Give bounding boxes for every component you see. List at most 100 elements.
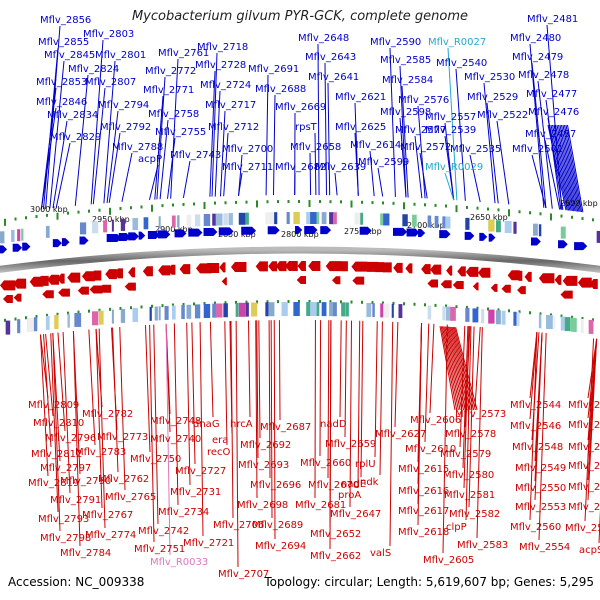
gene-label-mflv-2550[interactable]: Mflv_2550 <box>515 483 566 494</box>
gene-label-mflv-2698[interactable]: Mflv_2698 <box>237 500 288 511</box>
gene-label-mflv-2783[interactable]: Mflv_2783 <box>75 447 126 458</box>
gene-label-mflv-2577[interactable]: Mflv_2577 <box>395 125 446 136</box>
gene-label-reco[interactable]: recO <box>207 447 231 458</box>
gene-label-mflv-2762[interactable]: Mflv_2762 <box>98 474 149 485</box>
gene-label-mflv-2687[interactable]: Mflv_2687 <box>260 422 311 433</box>
gene-label-mflv-2707[interactable]: Mflv_2707 <box>218 569 269 580</box>
gene-label-mflv-2598[interactable]: Mflv_2598 <box>380 107 431 118</box>
gene-label-mflv-2793[interactable]: Mflv_2793 <box>38 514 89 525</box>
gene-label-mflv-2792[interactable]: Mflv_2792 <box>100 122 151 133</box>
gene-label-mflv-r0027[interactable]: Mflv_R0027 <box>428 37 486 48</box>
gene-label-mflv-2711[interactable]: Mflv_2711 <box>222 162 273 173</box>
gene-label-mflv-2809[interactable]: Mflv_2809 <box>28 400 79 411</box>
gene-label-mflv-2728[interactable]: Mflv_2728 <box>195 60 246 71</box>
gene-label-mflv-2693[interactable]: Mflv_2693 <box>238 460 289 471</box>
gene-label-mflv-2662[interactable]: Mflv_2662 <box>310 551 361 562</box>
gene-label-mflv-2794[interactable]: Mflv_2794 <box>98 100 149 111</box>
gene-label-mflv-2487[interactable]: Mflv_2487 <box>525 129 576 140</box>
gene-label-mflv-2521[interactable]: Mflv_2521 <box>568 420 600 431</box>
gene-label-mflv-2801[interactable]: Mflv_2801 <box>95 50 146 61</box>
gene-label-mflv-2803[interactable]: Mflv_2803 <box>83 29 134 40</box>
gene-label-mflv-2696[interactable]: Mflv_2696 <box>250 480 301 491</box>
gene-label-vals[interactable]: valS <box>370 548 391 559</box>
gene-label-mflv-2727[interactable]: Mflv_2727 <box>175 466 226 477</box>
gene-label-mflv-2501[interactable]: Mflv_2501 <box>512 144 563 155</box>
gene-label-mflv-2557[interactable]: Mflv_2557 <box>425 112 476 123</box>
gene-label-mflv-2682[interactable]: Mflv_2682 <box>275 162 326 173</box>
gene-label-mflv-2625[interactable]: Mflv_2625 <box>335 122 386 133</box>
gene-label-mflv-2585[interactable]: Mflv_2585 <box>380 55 431 66</box>
gene-label-mflv-2578[interactable]: Mflv_2578 <box>445 429 496 440</box>
gene-label-mflv-2477[interactable]: Mflv_2477 <box>526 89 577 100</box>
gene-label-mflv-2689[interactable]: Mflv_2689 <box>252 520 303 531</box>
gene-label-mflv-2724[interactable]: Mflv_2724 <box>200 80 251 91</box>
gene-label-mflv-2810[interactable]: Mflv_2810 <box>33 418 84 429</box>
gene-label-mflv-2641[interactable]: Mflv_2641 <box>308 72 359 83</box>
gene-label-mflv-2478[interactable]: Mflv_2478 <box>518 70 569 81</box>
gene-label-mflv-2856[interactable]: Mflv_2856 <box>40 15 91 26</box>
gene-label-mflv-2845[interactable]: Mflv_2845 <box>44 50 95 61</box>
gene-label-mflv-2610[interactable]: Mflv_2610 <box>405 444 456 455</box>
gene-label-mflv-2692[interactable]: Mflv_2692 <box>240 440 291 451</box>
gene-label-mflv-2481[interactable]: Mflv_2481 <box>527 14 578 25</box>
gene-label-mflv-2525[interactable]: Mflv_2525 <box>568 461 600 472</box>
gene-label-mflv-r0029[interactable]: Mflv_R0029 <box>425 162 483 173</box>
gene-label-mflv-2834[interactable]: Mflv_2834 <box>47 110 98 121</box>
gene-label-nade[interactable]: nadE <box>341 479 366 490</box>
gene-label-nadd[interactable]: nadD <box>320 419 347 430</box>
gene-label-mflv-2758[interactable]: Mflv_2758 <box>148 109 199 120</box>
gene-label-mflv-2621[interactable]: Mflv_2621 <box>335 92 386 103</box>
gene-label-mflv-2518[interactable]: Mflv_2518 <box>568 400 600 411</box>
gene-label-mflv-2581[interactable]: Mflv_2581 <box>444 490 495 501</box>
gene-label-mflv-2791[interactable]: Mflv_2791 <box>50 495 101 506</box>
gene-label-mflv-2691[interactable]: Mflv_2691 <box>248 64 299 75</box>
gene-label-clpp[interactable]: clpP <box>446 522 467 533</box>
gene-label-mflv-2853[interactable]: Mflv_2853 <box>36 77 87 88</box>
gene-label-mflv-2773[interactable]: Mflv_2773 <box>97 432 148 443</box>
gene-label-mflv-2700[interactable]: Mflv_2700 <box>222 144 273 155</box>
gene-label-mflv-2706[interactable]: Mflv_2706 <box>213 520 264 531</box>
gene-label-mflv-2796[interactable]: Mflv_2796 <box>45 433 96 444</box>
gene-label-mflv-2721[interactable]: Mflv_2721 <box>183 538 234 549</box>
gene-label-mflv-2812[interactable]: Mflv_2812 <box>31 449 82 460</box>
gene-label-mflv-2771[interactable]: Mflv_2771 <box>143 85 194 96</box>
gene-label-mflv-2659[interactable]: Mflv_2659 <box>325 439 376 450</box>
gene-label-mflv-2554[interactable]: Mflv_2554 <box>519 542 570 553</box>
gene-label-mflv-2797[interactable]: Mflv_2797 <box>40 463 91 474</box>
gene-label-mflv-2765[interactable]: Mflv_2765 <box>105 492 156 503</box>
gene-label-mflv-2767[interactable]: Mflv_2767 <box>82 510 133 521</box>
gene-label-mflv-2648[interactable]: Mflv_2648 <box>298 33 349 44</box>
gene-label-mflv-2688[interactable]: Mflv_2688 <box>255 84 306 95</box>
gene-label-mflv-2584[interactable]: Mflv_2584 <box>382 75 433 86</box>
gene-label-mflv-2807[interactable]: Mflv_2807 <box>85 77 136 88</box>
gene-label-acps[interactable]: acpS <box>579 545 600 556</box>
gene-label-mflv-2750[interactable]: Mflv_2750 <box>130 454 181 465</box>
gene-label-mflv-2712[interactable]: Mflv_2712 <box>208 122 259 133</box>
gene-label-mflv-2480[interactable]: Mflv_2480 <box>510 33 561 44</box>
gene-label-mflv-2540[interactable]: Mflv_2540 <box>436 58 487 69</box>
gene-label-mflv-2523[interactable]: Mflv_2523 <box>568 442 600 453</box>
gene-label-mflv-2748[interactable]: Mflv_2748 <box>150 416 201 427</box>
gene-label-mflv-2582[interactable]: Mflv_2582 <box>449 509 500 520</box>
gene-label-acpp[interactable]: acpP <box>138 154 162 165</box>
gene-label-mflv-2761[interactable]: Mflv_2761 <box>158 48 209 59</box>
gene-label-mflv-2669[interactable]: Mflv_2669 <box>275 102 326 113</box>
gene-label-dnag[interactable]: dnaG <box>193 419 220 430</box>
gene-label-mflv-2549[interactable]: Mflv_2549 <box>515 463 566 474</box>
gene-label-mflv-2774[interactable]: Mflv_2774 <box>85 530 136 541</box>
gene-label-mflv-2718[interactable]: Mflv_2718 <box>197 42 248 53</box>
gene-label-mflv-2576[interactable]: Mflv_2576 <box>398 95 449 106</box>
gene-label-mflv-2530[interactable]: Mflv_2530 <box>464 72 515 83</box>
gene-label-mflv-2652[interactable]: Mflv_2652 <box>310 529 361 540</box>
gene-label-mflv-2755[interactable]: Mflv_2755 <box>155 127 206 138</box>
gene-label-mflv-2616[interactable]: Mflv_2616 <box>398 486 449 497</box>
gene-label-mflv-2660[interactable]: Mflv_2660 <box>300 458 351 469</box>
gene-label-mflv-2670[interactable]: Mflv_2670 <box>308 480 359 491</box>
gene-label-hrca[interactable]: hrcA <box>230 419 253 430</box>
gene-label-mflv-2734[interactable]: Mflv_2734 <box>158 507 209 518</box>
gene-label-mflv-2740[interactable]: Mflv_2740 <box>150 434 201 445</box>
gene-label-mflv-2522[interactable]: Mflv_2522 <box>477 110 528 121</box>
gene-label-mflv-2658[interactable]: Mflv_2658 <box>290 142 341 153</box>
gene-label-mflv-2790[interactable]: Mflv_2790 <box>60 476 111 487</box>
gene-label-ndk[interactable]: ndk <box>360 477 379 488</box>
